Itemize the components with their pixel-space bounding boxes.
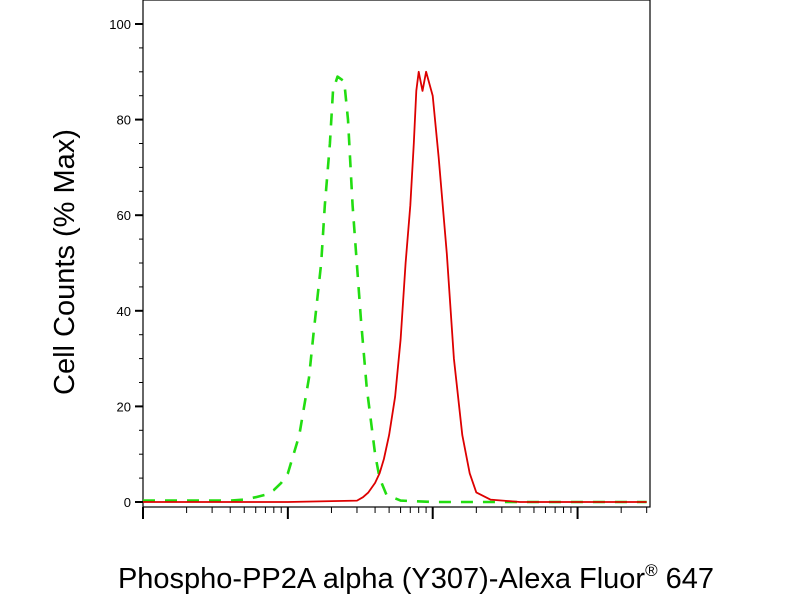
y-tick-label: 40 <box>117 304 131 319</box>
x-axis-label-main: Phospho-PP2A alpha (Y307)-Alexa Fluor <box>118 563 645 595</box>
x-axis-label: Phospho-PP2A alpha (Y307)-Alexa Fluor® 6… <box>118 561 714 595</box>
axes-layer: 0 20 40 60 80 100 <box>109 0 651 519</box>
y-tick-label: 0 <box>124 495 131 510</box>
y-tick-label: 20 <box>117 399 131 414</box>
y-tick-label: 100 <box>109 17 131 32</box>
x-axis-label-suffix: 647 <box>658 563 714 595</box>
series-layer <box>143 70 647 504</box>
y-tick-label: 60 <box>117 208 131 223</box>
label-layer: Cell Counts (% Max) Phospho-PP2A alpha (… <box>49 129 714 595</box>
control-histogram-line <box>143 75 647 504</box>
plot-frame <box>142 0 651 508</box>
y-tick-label: 80 <box>117 113 131 128</box>
x-axis-label-superscript: ® <box>645 561 658 580</box>
y-axis-label: Cell Counts (% Max) <box>49 129 81 395</box>
sample-histogram-line <box>143 70 647 503</box>
